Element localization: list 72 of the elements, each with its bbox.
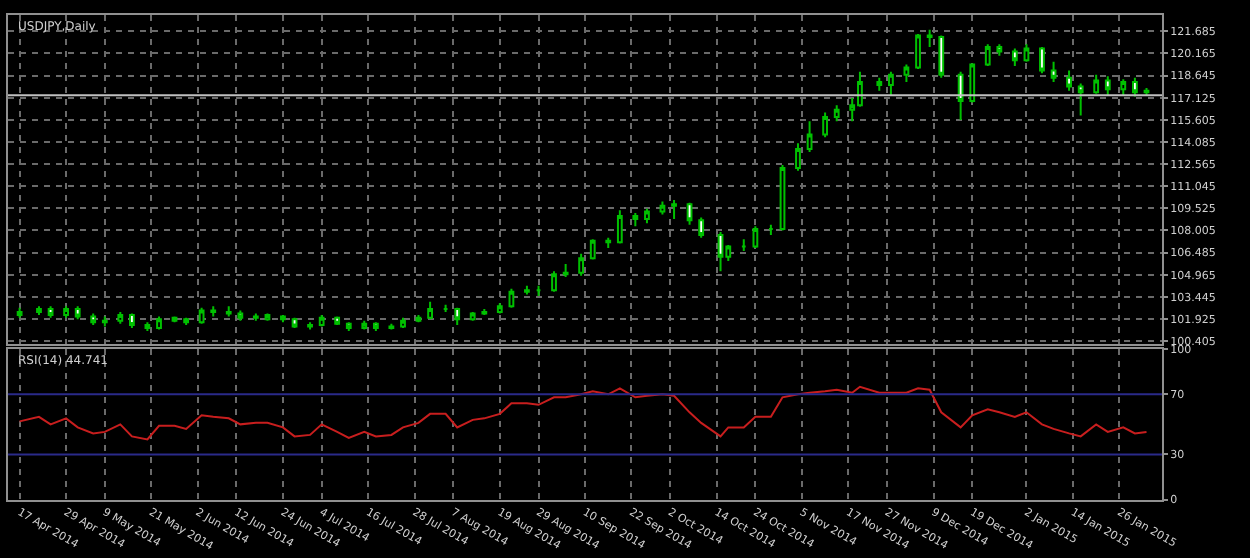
candlestick (767, 223, 774, 236)
candlestick (524, 284, 530, 296)
candlestick (334, 315, 341, 327)
candlestick (1011, 47, 1018, 68)
candlestick (589, 238, 596, 261)
candlestick (535, 284, 542, 298)
candlestick (16, 306, 23, 319)
candlestick (400, 316, 406, 330)
candlestick (698, 216, 705, 239)
candlestick (740, 238, 747, 252)
candlestick (605, 236, 612, 249)
candlestick (225, 305, 232, 318)
candlestick (237, 309, 244, 322)
candlestick (427, 300, 433, 321)
candlestick (280, 313, 286, 324)
candlestick (957, 70, 964, 121)
candlestick (888, 70, 894, 97)
candlestick (144, 321, 151, 332)
candlestick (117, 311, 124, 325)
candlestick (345, 322, 352, 332)
candlestick (833, 104, 840, 123)
candlestick (74, 305, 81, 321)
line-series (18, 385, 1148, 441)
candlestick (984, 43, 991, 68)
candlestick (210, 305, 217, 318)
candlestick (307, 321, 313, 331)
candlestick (806, 120, 813, 153)
candlestick (876, 76, 883, 92)
candlestick (442, 303, 449, 314)
candlestick (938, 34, 945, 79)
candlestick (671, 198, 677, 220)
candlestick (1050, 60, 1057, 84)
candlestick (1066, 69, 1072, 92)
candlestick (717, 230, 724, 273)
candlestick (361, 319, 368, 330)
candlestick (101, 315, 108, 328)
candlestick (454, 306, 461, 327)
candlestick (1077, 82, 1084, 117)
candlestick (644, 207, 650, 225)
candlestick (63, 305, 69, 319)
candlestick (36, 305, 42, 316)
candlestick (551, 270, 557, 293)
candlestick (969, 62, 976, 104)
candlestick (318, 313, 325, 328)
candlestick (252, 312, 259, 322)
candlestick (129, 312, 135, 330)
candlestick (372, 322, 379, 332)
candlestick (578, 252, 585, 277)
candlestick (562, 263, 569, 279)
candlestick (616, 209, 623, 245)
candlestick (926, 28, 933, 49)
candlestick (1120, 78, 1127, 97)
candlestick (659, 200, 666, 216)
candlestick (915, 33, 921, 70)
candlestick (1093, 73, 1100, 95)
candlestick (632, 212, 639, 228)
candlestick (183, 316, 190, 327)
candlestick (496, 302, 503, 315)
candlestick (903, 63, 910, 84)
candlestick (795, 142, 801, 172)
candlestick (156, 315, 162, 331)
candlestick (47, 305, 54, 319)
candlestick (822, 111, 828, 139)
candlestick (469, 311, 476, 322)
candlestick (1039, 46, 1045, 75)
candlestick (90, 312, 97, 327)
candlestick (198, 306, 205, 325)
candlestick (1104, 75, 1111, 97)
candlestick (996, 43, 1003, 57)
candlestick (1132, 76, 1138, 98)
candlestick (481, 308, 488, 316)
candlestick (388, 322, 395, 331)
